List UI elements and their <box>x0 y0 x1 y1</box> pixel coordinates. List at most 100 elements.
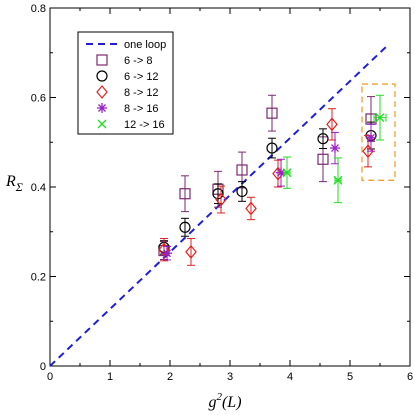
marker-asterisk-d2 <box>98 104 106 112</box>
data-marker <box>266 107 278 119</box>
data-point <box>282 156 292 189</box>
marker-circle <box>317 133 329 145</box>
series-2 <box>158 108 374 266</box>
marker-circle <box>212 188 224 200</box>
data-marker <box>317 153 329 165</box>
y-tick-label: 0.8 <box>31 3 46 15</box>
data-marker <box>330 143 340 154</box>
marker-asterisk-d2 <box>331 144 339 153</box>
data-point <box>245 196 257 221</box>
data-point <box>373 94 387 141</box>
marker-cross-d2 <box>375 113 385 123</box>
legend-marker <box>96 70 108 82</box>
legend-label: 8 -> 12 <box>124 87 159 99</box>
x-tick-label: 6 <box>407 371 413 383</box>
x-tick-label: 2 <box>167 371 173 383</box>
data-point <box>330 131 340 165</box>
data-point <box>266 94 278 132</box>
y-axis-label: RΣ <box>5 173 23 194</box>
x-tick-label: 0 <box>47 371 53 383</box>
x-tick-label: 4 <box>287 371 293 383</box>
marker-diamond <box>215 192 227 207</box>
x-axis-label-sup: 2 <box>216 391 222 403</box>
legend-label: 8 -> 16 <box>124 103 159 115</box>
legend-label: 6 -> 8 <box>124 55 152 67</box>
marker-diamond <box>185 244 197 259</box>
legend-label: 6 -> 12 <box>124 71 159 83</box>
data-point <box>266 137 278 159</box>
marker-square <box>96 54 108 66</box>
marker-cross-d2 <box>97 119 107 129</box>
data-point <box>162 246 172 261</box>
marker-cross-d2 <box>333 175 343 185</box>
legend: one loop 6 -> 8 6 -> 12 8 -> 12 8 -> 16 12 ->… <box>77 31 174 135</box>
data-marker <box>333 175 343 185</box>
x-axis-label: g2(L) <box>208 391 241 411</box>
y-tick-label: 0 <box>40 361 46 373</box>
data-marker <box>179 188 191 200</box>
data-marker <box>317 133 329 145</box>
series-1 <box>158 121 377 255</box>
marker-circle <box>236 185 248 198</box>
marker-circle <box>266 142 278 154</box>
marker-diamond <box>326 117 338 132</box>
marker-asterisk-d2 <box>277 168 285 177</box>
data-marker <box>375 113 385 123</box>
series-3 <box>162 123 376 261</box>
marker-asterisk-d2 <box>163 249 171 258</box>
x-tick-label: 5 <box>347 371 353 383</box>
series-0 <box>158 94 377 260</box>
data-marker <box>215 192 227 207</box>
legend-marker <box>97 103 107 113</box>
legend-label: 12 -> 16 <box>124 119 165 131</box>
highlight-box <box>361 83 396 181</box>
data-point <box>179 175 191 213</box>
data-point <box>215 185 227 214</box>
y-axis-label-sub: Σ <box>15 180 23 194</box>
data-point <box>185 237 197 266</box>
data-marker <box>185 244 197 259</box>
data-marker <box>212 188 224 200</box>
series-4 <box>282 94 387 204</box>
marker-diamond <box>96 85 108 99</box>
data-point <box>236 181 248 202</box>
data-point <box>333 157 343 204</box>
marker-circle <box>96 70 108 82</box>
legend-marker <box>96 54 108 66</box>
data-marker <box>245 201 257 216</box>
data-marker <box>179 221 191 233</box>
x-tick-label: 3 <box>227 371 233 383</box>
data-marker <box>236 164 248 176</box>
data-series <box>158 94 387 266</box>
y-tick-label: 0.2 <box>31 272 46 284</box>
legend-box <box>77 31 174 135</box>
data-marker <box>282 168 292 178</box>
y-axis-label-main: R <box>5 173 16 190</box>
marker-diamond <box>245 201 257 216</box>
legend-marker <box>96 85 108 99</box>
y-tick-label: 0.6 <box>31 93 46 105</box>
y-tick-label: 0.4 <box>31 182 46 194</box>
data-marker <box>236 185 248 198</box>
marker-square <box>317 153 329 165</box>
ticks: 0 1 2 3 4 5 6 0 0.2 0.4 0.6 0.8 <box>31 3 413 383</box>
marker-square <box>266 107 278 119</box>
data-marker <box>326 117 338 132</box>
x-axis-label-arg: (L) <box>222 394 242 411</box>
data-point <box>366 123 376 152</box>
data-point <box>276 158 286 187</box>
data-point <box>179 217 191 237</box>
x-tick-label: 1 <box>107 371 113 383</box>
marker-square <box>236 164 248 176</box>
highlight-box-rect <box>361 83 396 181</box>
marker-circle <box>179 221 191 233</box>
data-point <box>212 183 224 205</box>
data-marker <box>366 132 376 143</box>
legend-marker <box>97 119 107 129</box>
marker-square <box>179 188 191 200</box>
legend-label-one-loop: one loop <box>124 39 166 51</box>
marker-cross-d2 <box>282 168 292 178</box>
marker-asterisk-d2 <box>367 133 375 142</box>
data-marker <box>266 142 278 154</box>
